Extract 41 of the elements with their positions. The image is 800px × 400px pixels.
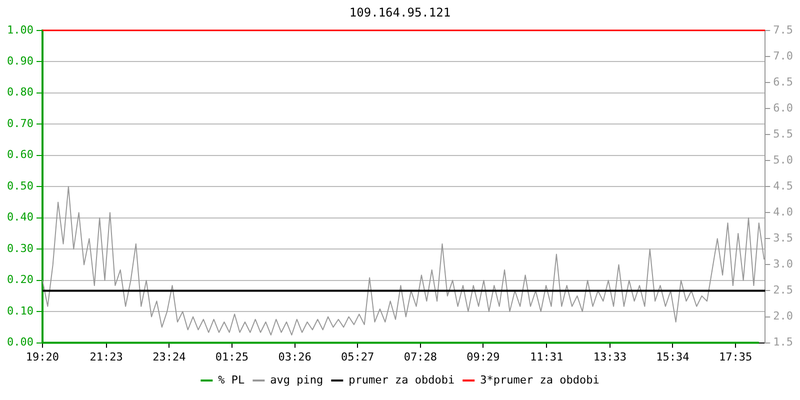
y-tick-label: 0.00 (6, 336, 34, 349)
legend-label: % PL (218, 373, 246, 386)
x-tick-label: 05:27 (341, 350, 374, 364)
y2-tick-label: 4.5 (773, 179, 794, 192)
x-tick-label: 23:24 (152, 350, 186, 364)
chart-title: 109.164.95.121 (349, 5, 451, 20)
x-tick-label: 07:28 (404, 350, 437, 364)
y2-tick-label: 7.5 (773, 23, 794, 36)
y2-tick-label: 4.0 (773, 205, 794, 218)
y2-tick-label: 6.5 (773, 75, 794, 88)
legend-label: avg ping (270, 373, 324, 386)
y2-tick-label: 2.5 (773, 284, 794, 297)
y2-tick-label: 6.0 (773, 101, 794, 114)
y-tick-label: 0.90 (6, 54, 34, 68)
y-tick-label: 0.60 (6, 148, 34, 162)
legend-label: prumer za obdobi (348, 373, 455, 386)
y-tick-label: 0.10 (6, 304, 34, 318)
x-tick-label: 11:31 (530, 350, 564, 364)
y-tick-label: 0.50 (6, 179, 34, 192)
x-tick-label: 09:29 (466, 350, 500, 364)
x-tick-label: 13:33 (593, 350, 626, 364)
y-tick-label: 0.20 (6, 273, 34, 286)
x-tick-label: 01:25 (215, 350, 249, 364)
y-tick-label: 0.80 (6, 86, 34, 99)
y2-tick-label: 7.0 (773, 49, 794, 62)
legend-label: 3*prumer za obdobi (480, 373, 600, 386)
y-tick-label: 0.40 (6, 210, 34, 224)
x-tick-label: 19:20 (26, 350, 60, 364)
y2-tick-label: 3.5 (773, 232, 794, 245)
y-tick-label: 0.30 (6, 242, 34, 255)
x-tick-label: 15:34 (656, 350, 690, 364)
x-tick-label: 17:35 (718, 350, 752, 364)
y-tick-label: 0.70 (6, 116, 34, 130)
y2-tick-label: 2.0 (773, 310, 794, 323)
y-tick-label: 1.00 (6, 23, 34, 36)
y2-tick-label: 5.5 (773, 127, 794, 140)
y2-tick-label: 1.5 (773, 336, 794, 349)
x-tick-label: 03:26 (278, 350, 312, 364)
y2-tick-label: 5.0 (773, 153, 794, 166)
x-tick-label: 21:23 (90, 350, 123, 364)
y2-tick-label: 3.0 (773, 258, 794, 271)
